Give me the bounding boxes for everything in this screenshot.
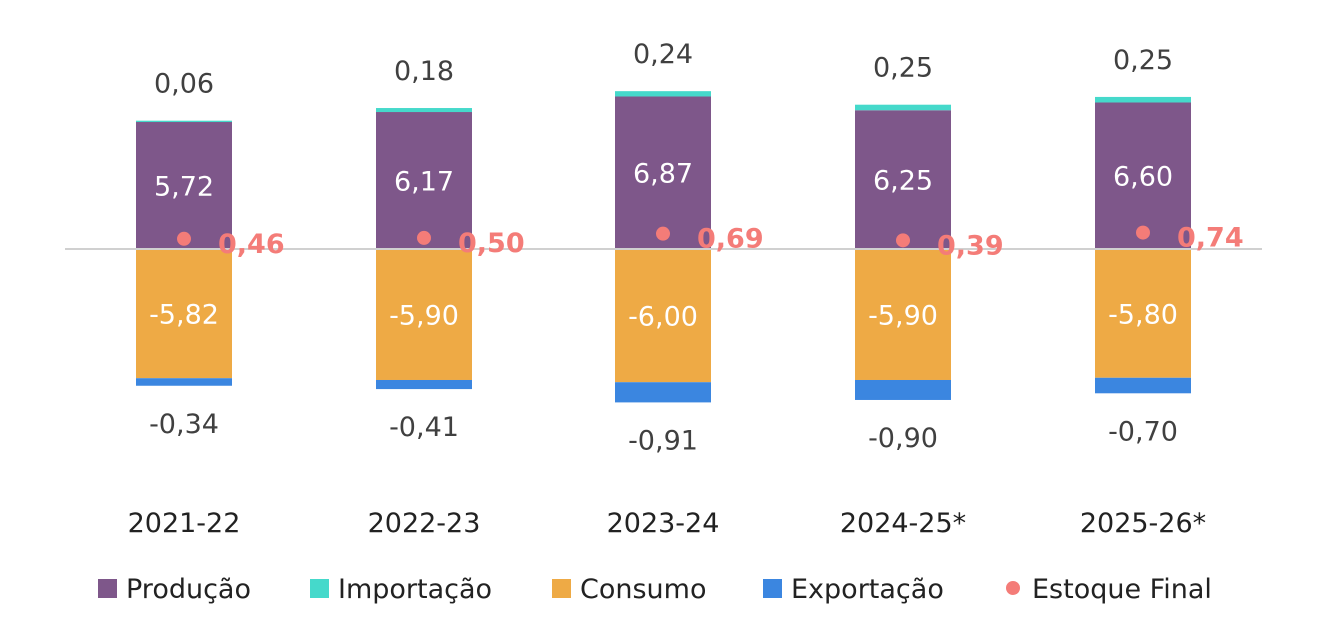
point-estoque-final [896, 233, 910, 248]
x-tick-label: 2021-22 [128, 508, 241, 539]
bar-consumo [376, 249, 472, 380]
point-estoque-final [177, 231, 191, 246]
label-estoque-final: 0,74 [1177, 223, 1244, 254]
label-producao: 6,60 [1113, 162, 1173, 193]
bar-importacao [136, 120, 232, 123]
legend-label: Estoque Final [1032, 574, 1212, 605]
bars-layer [136, 91, 1191, 403]
label-producao: 5,72 [154, 172, 214, 203]
legend-label: Exportação [791, 574, 944, 605]
bar-producao [855, 110, 951, 249]
label-importacao: 0,06 [154, 69, 214, 100]
bar-producao [376, 112, 472, 249]
legend-marker [98, 579, 117, 598]
bar-consumo [615, 249, 711, 383]
bar-consumo [136, 249, 232, 379]
legend-marker [552, 579, 571, 598]
legend-marker [1006, 581, 1020, 595]
legend-marker [310, 579, 329, 598]
label-exportacao: -0,41 [389, 412, 459, 443]
bar-importacao [855, 104, 951, 111]
legend: Produção Importação Consumo Exportação Estoq… [98, 574, 1212, 605]
label-importacao: 0,24 [633, 39, 693, 70]
bar-exportacao [376, 379, 472, 390]
bar-importacao [1095, 96, 1191, 103]
label-importacao: 0,18 [394, 56, 454, 87]
label-consumo: -5,82 [149, 300, 219, 331]
bar-exportacao [615, 382, 711, 403]
x-tick-label: 2022-23 [368, 508, 481, 539]
bar-producao [136, 122, 232, 249]
point-estoque-final [417, 230, 431, 245]
bar-importacao [615, 91, 711, 97]
point-estoque-final [656, 226, 670, 241]
label-consumo: -5,80 [1108, 299, 1178, 330]
bar-exportacao [136, 378, 232, 386]
point-estoque-final [1136, 225, 1150, 240]
label-importacao: 0,25 [1113, 45, 1173, 76]
legend-label: Produção [126, 574, 251, 605]
bar-importacao [376, 108, 472, 113]
x-tick-label: 2024-25* [840, 508, 966, 539]
label-importacao: 0,25 [873, 53, 933, 84]
label-exportacao: -0,91 [628, 425, 698, 456]
bar-producao [1095, 102, 1191, 249]
bar-exportacao [855, 379, 951, 400]
label-estoque-final: 0,46 [218, 229, 285, 260]
label-estoque-final: 0,39 [937, 230, 1004, 261]
label-consumo: -5,90 [868, 300, 938, 331]
label-estoque-final: 0,50 [458, 228, 525, 259]
label-consumo: -5,90 [389, 300, 459, 331]
bar-exportacao [1095, 377, 1191, 394]
labels-layer: 5,72 0,06 -5,82 -0,34 0,46 2021-22 6,17 0,18 -5,… [128, 39, 1244, 539]
legend-marker [763, 579, 782, 598]
label-exportacao: -0,90 [868, 423, 938, 454]
x-tick-label: 2023-24 [607, 508, 720, 539]
label-producao: 6,87 [633, 159, 693, 190]
label-estoque-final: 0,69 [697, 224, 764, 255]
bar-consumo [1095, 249, 1191, 378]
label-consumo: -6,00 [628, 302, 698, 333]
x-tick-label: 2025-26* [1080, 508, 1206, 539]
label-producao: 6,25 [873, 166, 933, 197]
bar-producao [615, 96, 711, 250]
label-producao: 6,17 [394, 167, 454, 198]
label-exportacao: -0,70 [1108, 416, 1178, 447]
bar-consumo [855, 249, 951, 380]
legend-label: Consumo [580, 574, 706, 605]
legend-label: Importação [338, 574, 492, 605]
label-exportacao: -0,34 [149, 409, 219, 440]
